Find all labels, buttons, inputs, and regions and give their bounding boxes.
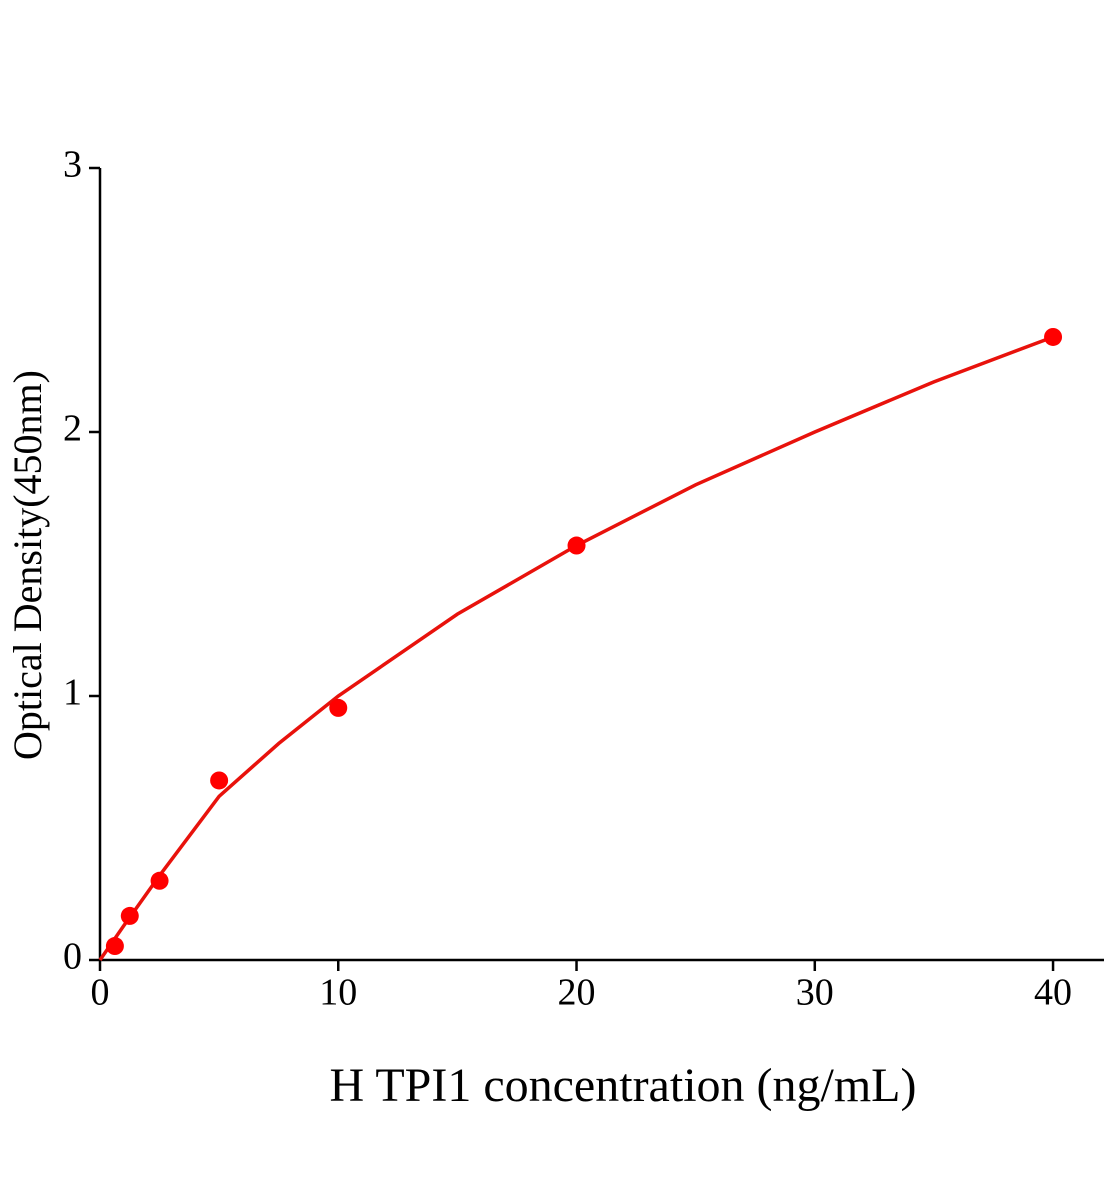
y-tick-label: 0	[63, 936, 82, 978]
data-point	[150, 871, 169, 890]
data-point	[1044, 327, 1063, 346]
x-tick-label: 10	[319, 972, 357, 1014]
y-tick-label: 2	[63, 408, 82, 450]
x-tick-label: 40	[1034, 972, 1072, 1014]
data-point	[567, 536, 586, 555]
fit-curve	[98, 335, 1054, 961]
data-point	[120, 906, 139, 925]
y-tick-label: 3	[63, 144, 82, 186]
y-tick-label: 1	[63, 672, 82, 714]
x-tick-label: 20	[558, 972, 596, 1014]
data-point	[210, 771, 229, 790]
data-point	[105, 937, 124, 956]
x-axis-label: H TPI1 concentration (ng/mL)	[330, 1059, 917, 1112]
data-point	[329, 698, 348, 717]
y-axis-label: Optical Density(450nm)	[5, 370, 50, 760]
x-tick-label: 30	[796, 972, 834, 1014]
x-tick-label: 0	[91, 972, 110, 1014]
